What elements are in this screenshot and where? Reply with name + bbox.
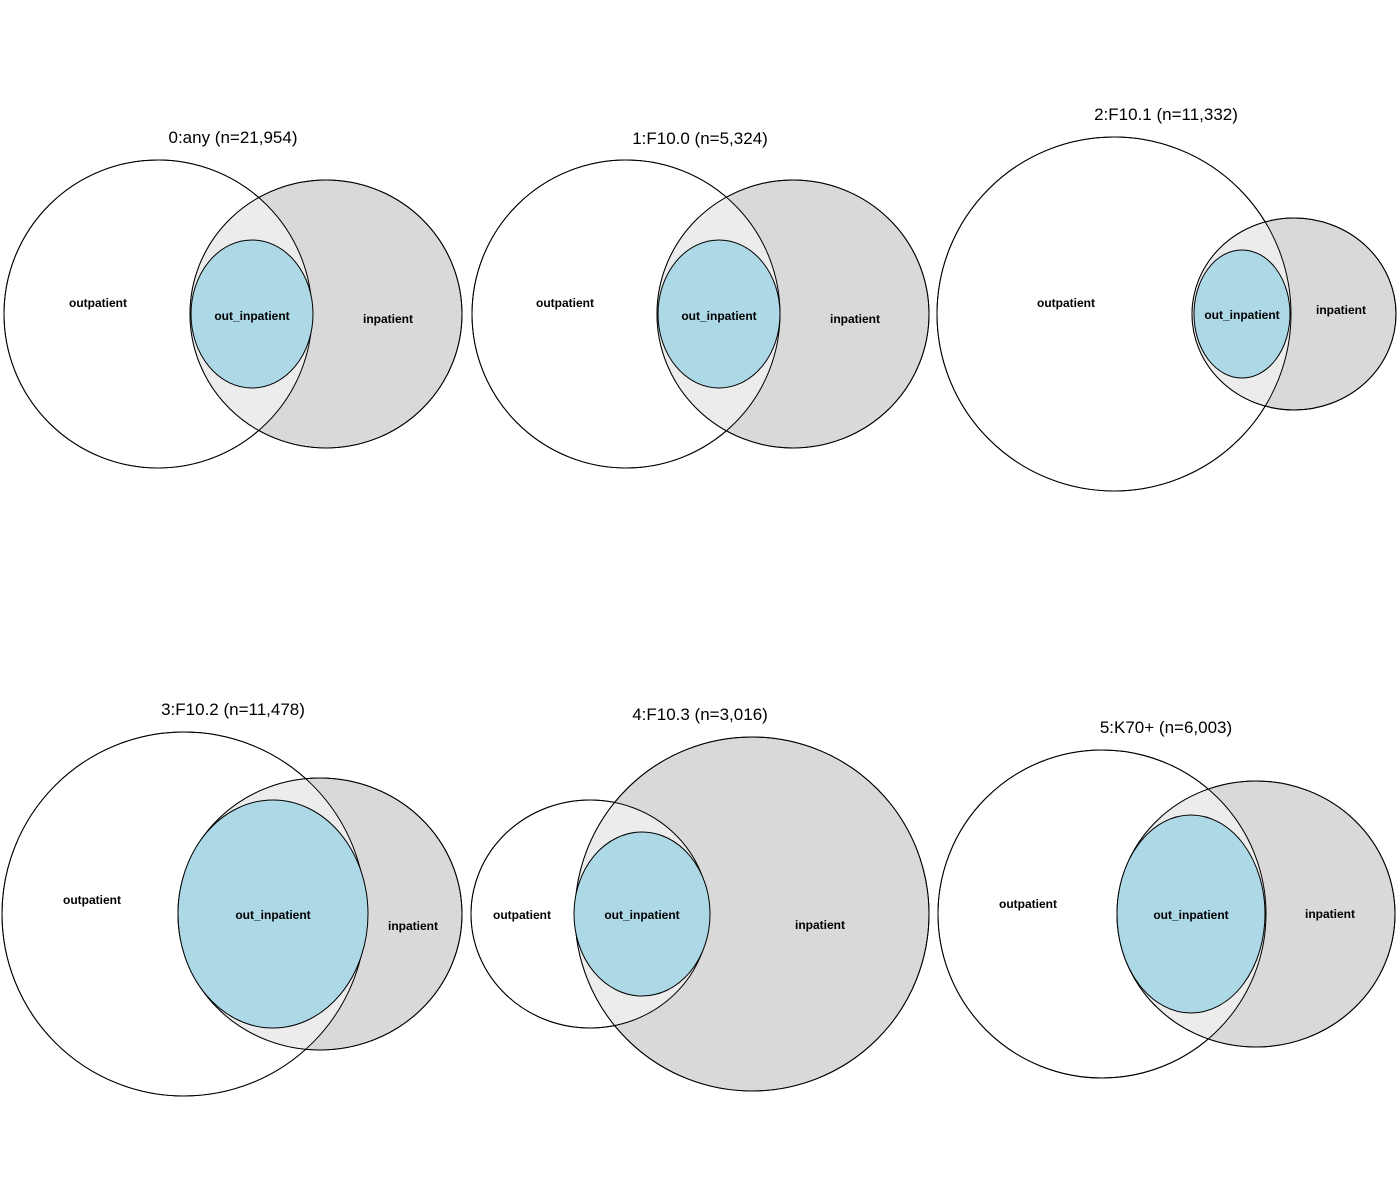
- panel-title: 1:F10.0 (n=5,324): [632, 129, 768, 148]
- outpatient-label: outpatient: [493, 908, 551, 922]
- out-inpatient-label: out_inpatient: [214, 309, 289, 323]
- outpatient-inpatient-overlap: [575, 800, 709, 1028]
- venn-panel-4: 4:F10.3 (n=3,016) outpatient out_inpatie…: [470, 705, 930, 1092]
- out-inpatient-circle: [1193, 249, 1291, 379]
- venn-panel-3: 3:F10.2 (n=11,478) outpatient out_inpati…: [1, 700, 463, 1097]
- inpatient-label: inpatient: [795, 918, 845, 932]
- inpatient-label: inpatient: [363, 312, 413, 326]
- out-inpatient-circle: [190, 239, 314, 389]
- venn-panel-1: 1:F10.0 (n=5,324) outpatient out_inpatie…: [471, 129, 930, 469]
- inpatient-label: inpatient: [1316, 303, 1366, 317]
- out-inpatient-circle: [177, 799, 369, 1029]
- inpatient-outline: [1191, 217, 1397, 411]
- outpatient-label: outpatient: [999, 897, 1057, 911]
- inpatient-label: inpatient: [1305, 907, 1355, 921]
- out-inpatient-circle: [657, 239, 781, 389]
- inpatient-label: inpatient: [830, 312, 880, 326]
- panel-title: 4:F10.3 (n=3,016): [632, 705, 768, 724]
- outpatient-label: outpatient: [63, 893, 121, 907]
- out-inpatient-circle: [573, 831, 711, 997]
- outpatient-label: outpatient: [536, 296, 594, 310]
- panel-title: 5:K70+ (n=6,003): [1100, 718, 1232, 737]
- out-inpatient-label: out_inpatient: [1153, 908, 1228, 922]
- out-inpatient-circle: [1116, 814, 1266, 1014]
- outpatient-label: outpatient: [1037, 296, 1095, 310]
- out-inpatient-label: out_inpatient: [604, 908, 679, 922]
- venn-panel-0: 0:any (n=21,954) outpatient out_inpatien…: [3, 128, 463, 469]
- inpatient-label: inpatient: [388, 919, 438, 933]
- out-inpatient-label: out_inpatient: [681, 309, 756, 323]
- outpatient-label: outpatient: [69, 296, 127, 310]
- venn-panel-5: 5:K70+ (n=6,003) outpatient out_inpatien…: [937, 718, 1396, 1079]
- panel-title: 2:F10.1 (n=11,332): [1094, 105, 1238, 124]
- venn-panel-2: 2:F10.1 (n=11,332) outpatient out_inpati…: [936, 105, 1397, 492]
- outpatient-outline: [936, 136, 1292, 492]
- outpatient-outline: [937, 749, 1267, 1079]
- panel-title: 3:F10.2 (n=11,478): [161, 700, 305, 719]
- out-inpatient-label: out_inpatient: [235, 908, 310, 922]
- inpatient-outline: [189, 179, 463, 449]
- panel-title: 0:any (n=21,954): [168, 128, 297, 147]
- out-inpatient-label: out_inpatient: [1204, 308, 1279, 322]
- inpatient-outline: [656, 179, 930, 449]
